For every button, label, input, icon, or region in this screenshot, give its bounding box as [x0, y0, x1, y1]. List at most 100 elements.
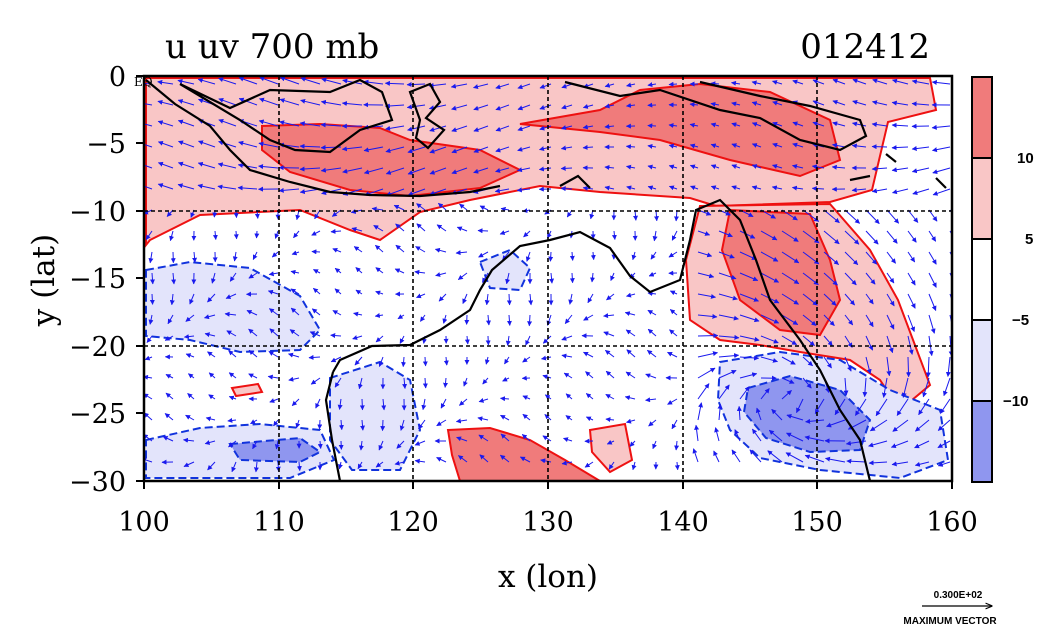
y-tick-label-20: −20 [69, 332, 126, 363]
wind-vector [865, 293, 874, 305]
wind-vector [611, 230, 617, 240]
wind-vector [785, 452, 804, 463]
wind-vector [718, 334, 740, 340]
wind-vector [459, 398, 468, 406]
wind-vector [309, 331, 321, 337]
wind-vector [605, 393, 615, 400]
wind-vector [718, 230, 733, 238]
wind-vector [288, 352, 300, 358]
wind-vector [522, 356, 531, 363]
wind-vector [495, 167, 510, 173]
wind-vector [363, 79, 384, 85]
wind-vector [228, 350, 237, 358]
wind-vector [907, 272, 916, 286]
y-axis-label: y (lat) [26, 234, 62, 327]
wind-vector [148, 314, 154, 325]
wind-vector [585, 371, 594, 379]
wind-vector [739, 372, 758, 379]
wind-vector [697, 313, 718, 319]
wind-vector [802, 209, 820, 222]
wind-vector [407, 188, 426, 196]
wind-vector [438, 293, 447, 302]
coastline-sulawesi [408, 82, 446, 150]
wind-vector [739, 272, 759, 282]
wind-vector [796, 398, 804, 414]
wind-vector [473, 83, 489, 90]
wind-vector [731, 122, 741, 128]
wind-vector [907, 251, 916, 263]
wind-vector [772, 142, 783, 148]
wind-vector [844, 293, 855, 306]
wind-vector [253, 461, 259, 473]
wind-vector [751, 164, 762, 169]
wind-vector [399, 419, 405, 431]
wind-vector [751, 143, 762, 148]
wind-vector [375, 461, 384, 468]
wind-vector [786, 414, 804, 421]
wind-vector [385, 125, 405, 131]
wind-vector [505, 335, 511, 346]
wind-vector [522, 413, 531, 421]
wind-vector [354, 356, 363, 366]
wind-vector [717, 403, 723, 421]
wind-vector [886, 272, 895, 284]
wind-vector [610, 272, 615, 282]
wind-vector [477, 416, 489, 422]
chart-title: u uv 700 mb [165, 27, 379, 67]
wind-vector [478, 398, 489, 403]
wind-vector [846, 458, 867, 464]
wind-vector [385, 146, 405, 153]
wind-vector [852, 121, 867, 127]
wind-vector [527, 314, 533, 327]
wind-vector [710, 101, 720, 107]
wind-vector [823, 335, 833, 347]
x-tick-label-130: 130 [522, 507, 574, 538]
wind-vector [668, 81, 678, 87]
wind-vector [731, 185, 741, 191]
y-tick-label-15: −15 [69, 264, 126, 295]
wind-vector [320, 99, 342, 106]
wind-vector [631, 461, 637, 471]
wind-vector [823, 209, 840, 224]
wind-vector [320, 122, 342, 128]
wind-vector [504, 356, 510, 365]
wind-vector [337, 398, 343, 410]
wind-vector [648, 419, 657, 427]
wind-vector [321, 77, 342, 85]
wind-vector [459, 203, 468, 211]
wind-vector [771, 185, 783, 191]
wind-vector [569, 251, 575, 261]
wind-vector [673, 209, 679, 222]
wind-vector [891, 122, 909, 128]
wind-vector [419, 314, 426, 322]
wind-vector [157, 120, 174, 127]
wind-vector [928, 293, 937, 311]
wind-vector [450, 83, 468, 89]
wind-vector [652, 440, 657, 450]
wind-vector [886, 335, 894, 354]
wind-vector [375, 335, 384, 343]
wind-vector [890, 440, 909, 449]
wind-vector [907, 230, 917, 243]
x-tick-label-160: 160 [926, 507, 978, 538]
wind-vector [250, 419, 258, 425]
wind-vector [671, 419, 678, 430]
wind-vector [185, 314, 195, 322]
wind-vector [802, 356, 813, 367]
wind-vector [334, 288, 342, 295]
wind-vector [772, 164, 783, 169]
wind-vector [772, 100, 783, 106]
wind-vector [522, 395, 531, 400]
wind-vector [689, 102, 699, 108]
wind-vector [582, 124, 594, 130]
wind-vector [358, 440, 364, 451]
wind-vector [561, 335, 573, 341]
wind-vector [542, 374, 552, 380]
wind-vector [604, 124, 615, 129]
wind-vector [625, 329, 636, 337]
wind-vector [937, 440, 951, 449]
wind-vector [541, 355, 552, 361]
y-tick-label-0: 0 [109, 62, 126, 93]
wind-vector [271, 251, 279, 258]
wind-vector [805, 418, 825, 424]
